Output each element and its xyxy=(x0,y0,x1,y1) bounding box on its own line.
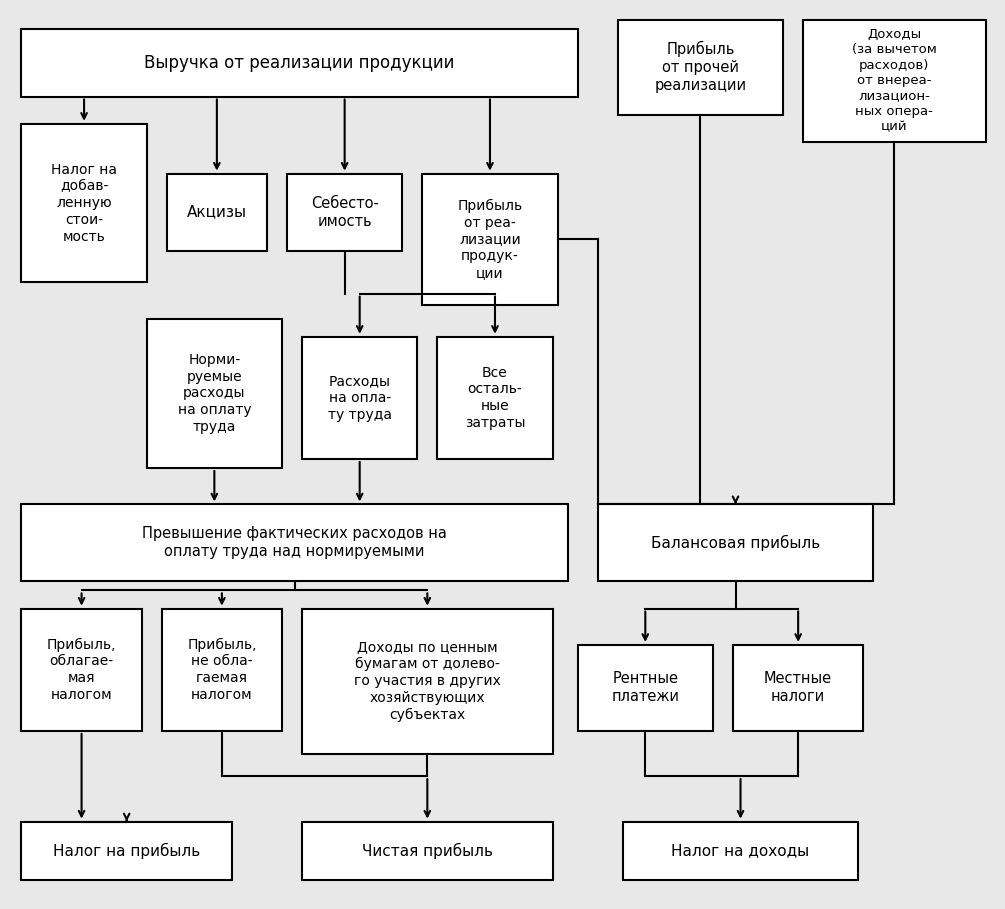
Text: Налог на
добав-
ленную
стои-
мость: Налог на добав- ленную стои- мость xyxy=(51,163,117,244)
FancyBboxPatch shape xyxy=(437,336,553,459)
FancyBboxPatch shape xyxy=(21,504,568,582)
Text: Себесто-
имость: Себесто- имость xyxy=(311,195,379,228)
FancyBboxPatch shape xyxy=(623,822,858,881)
Text: Чистая прибыль: Чистая прибыль xyxy=(362,843,492,859)
Text: Доходы по ценным
бумагам от долево-
го участия в других
хозяйствующих
субъектах: Доходы по ценным бумагам от долево- го у… xyxy=(354,641,500,722)
FancyBboxPatch shape xyxy=(733,644,863,731)
Text: Расходы
на опла-
ту труда: Расходы на опла- ту труда xyxy=(328,375,392,422)
Text: Рентные
платежи: Рентные платежи xyxy=(611,672,679,704)
FancyBboxPatch shape xyxy=(167,174,267,251)
Text: Выручка от реализации продукции: Выручка от реализации продукции xyxy=(145,54,454,72)
Text: Норми-
руемые
расходы
на оплату
труда: Норми- руемые расходы на оплату труда xyxy=(178,353,251,434)
FancyBboxPatch shape xyxy=(287,174,402,251)
FancyBboxPatch shape xyxy=(303,608,553,754)
FancyBboxPatch shape xyxy=(21,124,147,283)
Text: Балансовая прибыль: Балансовая прибыль xyxy=(651,534,820,551)
Text: Доходы
(за вычетом
расходов)
от внереа-
лизацион-
ных опера-
ций: Доходы (за вычетом расходов) от внереа- … xyxy=(852,27,937,134)
FancyBboxPatch shape xyxy=(162,608,282,731)
FancyBboxPatch shape xyxy=(803,19,986,142)
Text: Все
осталь-
ные
затраты: Все осталь- ные затраты xyxy=(464,365,526,430)
Text: Прибыль
от реа-
лизации
продук-
ции: Прибыль от реа- лизации продук- ции xyxy=(457,199,523,280)
FancyBboxPatch shape xyxy=(422,174,558,305)
FancyBboxPatch shape xyxy=(578,644,713,731)
FancyBboxPatch shape xyxy=(618,19,783,115)
Text: Прибыль,
не обла-
гаемая
налогом: Прибыль, не обла- гаемая налогом xyxy=(187,637,256,702)
Text: Акцизы: Акцизы xyxy=(187,205,247,220)
Text: Прибыль
от прочей
реализации: Прибыль от прочей реализации xyxy=(654,41,747,93)
Text: Налог на доходы: Налог на доходы xyxy=(671,844,810,858)
FancyBboxPatch shape xyxy=(303,336,417,459)
FancyBboxPatch shape xyxy=(303,822,553,881)
FancyBboxPatch shape xyxy=(21,28,578,96)
FancyBboxPatch shape xyxy=(21,822,232,881)
Text: Превышение фактических расходов на
оплату труда над нормируемыми: Превышение фактических расходов на оплат… xyxy=(142,526,447,559)
FancyBboxPatch shape xyxy=(147,318,282,468)
Text: Налог на прибыль: Налог на прибыль xyxy=(53,843,200,859)
Text: Прибыль,
облагае-
мая
налогом: Прибыль, облагае- мая налогом xyxy=(47,637,117,702)
FancyBboxPatch shape xyxy=(598,504,873,582)
Text: Местные
налоги: Местные налоги xyxy=(764,672,832,704)
FancyBboxPatch shape xyxy=(21,608,142,731)
